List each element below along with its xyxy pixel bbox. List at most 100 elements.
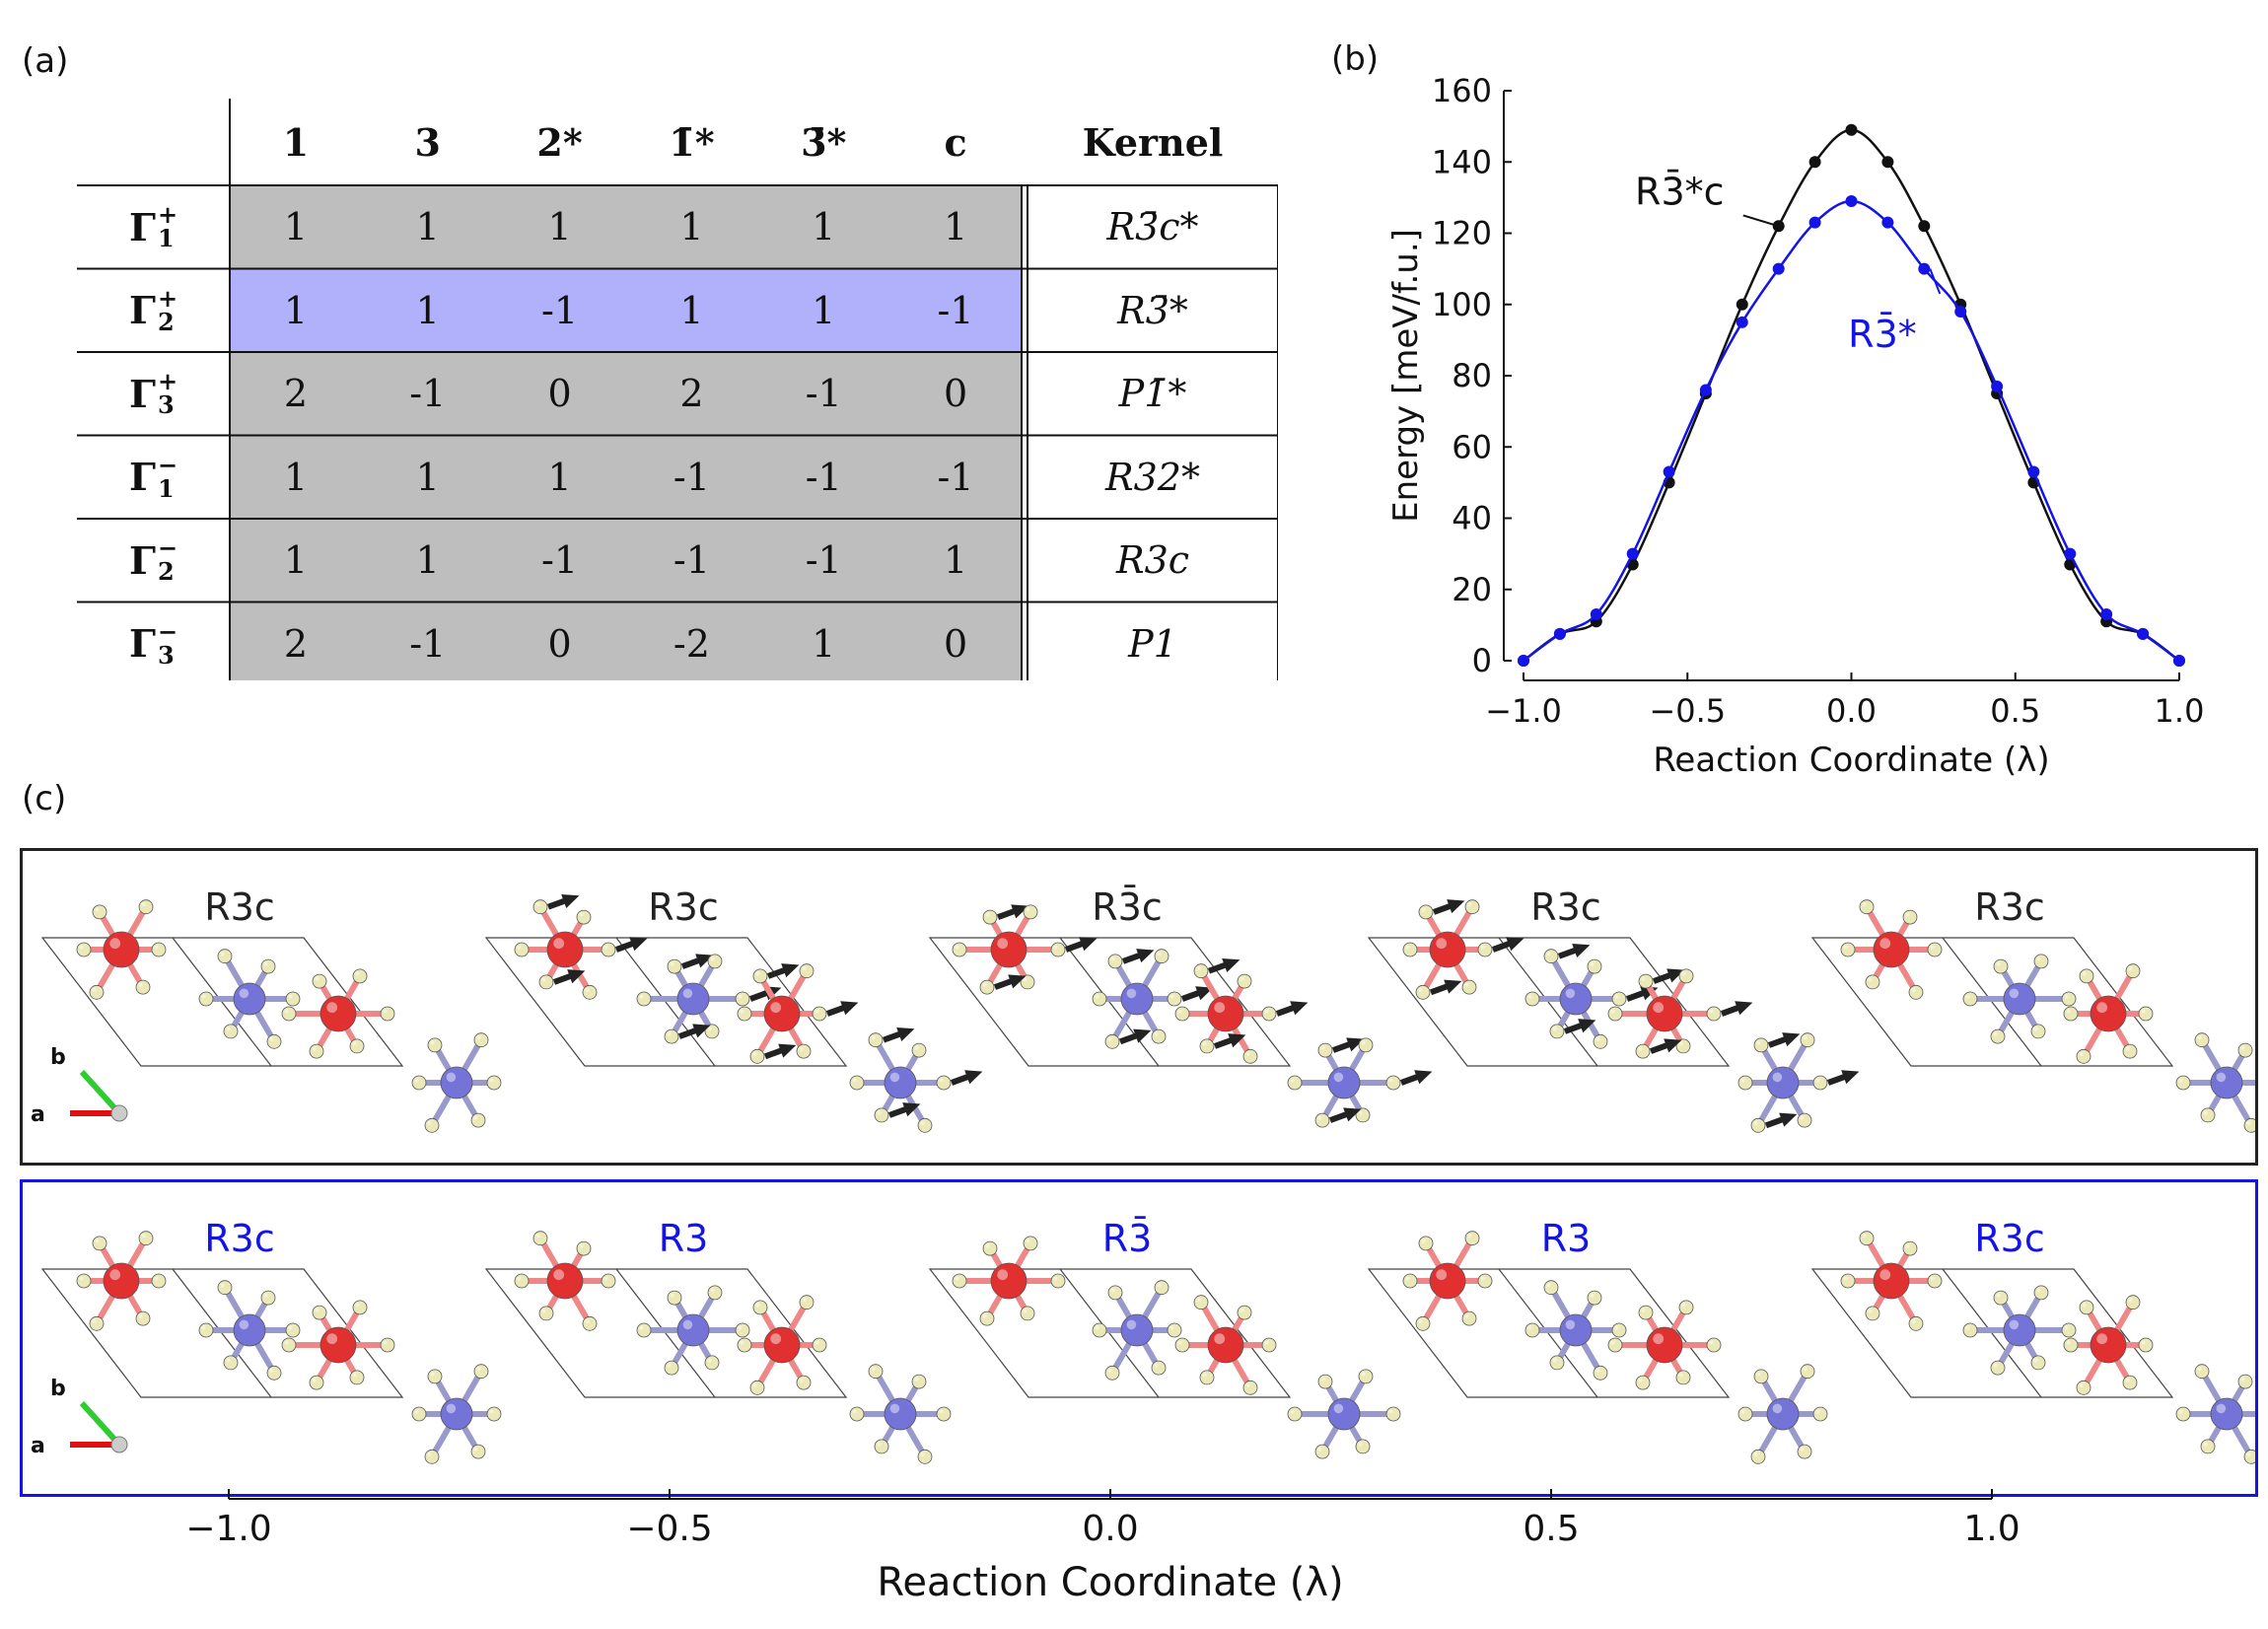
table-cell: 0: [943, 372, 968, 416]
core-atom-shine: [889, 1403, 900, 1414]
light-atom-shine: [752, 1382, 757, 1387]
light-atom-shine: [877, 1442, 882, 1447]
light-atom-shine: [710, 956, 715, 961]
light-atom-shine: [430, 1040, 435, 1045]
light-atom: [1902, 1240, 1918, 1256]
axis-label-a: a: [31, 1102, 45, 1127]
light-atom-shine: [1965, 994, 1970, 999]
core-atom-shine: [2096, 1002, 2108, 1014]
light-atom-shine: [1480, 1276, 1485, 1281]
light-atom-shine: [579, 912, 584, 917]
light-atom-shine: [315, 976, 319, 981]
light-atom-shine: [1911, 987, 1916, 992]
light-atom-shine: [517, 945, 522, 950]
light-atom: [982, 1240, 998, 1256]
light-atom-shine: [939, 1409, 944, 1414]
core-atom-shine: [1333, 1403, 1344, 1414]
light-atom-shine: [1753, 1120, 1758, 1125]
c-axis-dot: [110, 1436, 128, 1453]
irrep-sub: 3: [157, 390, 175, 420]
light-atom: [752, 968, 768, 984]
light-atom: [2076, 1048, 2091, 1064]
core-atom-shine: [326, 1333, 338, 1345]
light-atom-shine: [1418, 987, 1423, 992]
core-atom: [1120, 982, 1154, 1016]
light-atom: [349, 1370, 365, 1385]
light-atom-shine: [2036, 956, 2041, 961]
light-atom: [1385, 1406, 1401, 1422]
light-atom-shine: [920, 1452, 925, 1456]
core-atom-shine: [1653, 1333, 1665, 1345]
y-tick-label: 60: [1452, 428, 1492, 465]
light-atom: [309, 1043, 324, 1059]
light-atom: [982, 909, 998, 925]
light-atom: [704, 1024, 720, 1039]
axis-label-b: b: [50, 1377, 66, 1401]
light-atom-shine: [670, 1293, 674, 1298]
light-atom: [936, 1075, 952, 1091]
table-cell: -1: [937, 455, 974, 499]
light-atom: [260, 958, 276, 974]
light-atom-shine: [312, 1378, 317, 1382]
irrep-sub: 1: [157, 473, 175, 503]
light-atom: [89, 1315, 105, 1331]
light-atom: [2030, 1024, 2046, 1039]
light-atom: [1706, 1006, 1722, 1022]
core-atom-shine: [1126, 1319, 1137, 1330]
arrow-head: [1506, 937, 1524, 952]
core-atom-shine: [446, 1403, 457, 1414]
x-tick-label: −0.5: [1649, 692, 1726, 730]
data-point: [2027, 465, 2040, 478]
unit-cell: [1810, 1268, 2174, 1398]
light-atom: [1287, 1406, 1303, 1422]
light-atom-shine: [738, 994, 743, 999]
light-atom: [2175, 1406, 2191, 1422]
light-atom: [1193, 1295, 1209, 1310]
light-atom-shine: [1614, 1325, 1619, 1330]
light-atom-shine: [1815, 1078, 1820, 1083]
light-atom: [1549, 1024, 1565, 1039]
data-point: [1518, 655, 1529, 667]
core-atom: [103, 931, 140, 968]
c-x-axis-label: Reaction Coordinate (λ): [877, 1560, 1343, 1605]
energy-chart: 0 20 40 60 80 100 120 140 160 −1.0 −0.5 0.0 0.5 1.0 Re…: [1386, 72, 2204, 780]
light-atom: [1675, 1370, 1691, 1385]
core-atom: [763, 1326, 801, 1364]
light-atom-shine: [2082, 1303, 2087, 1308]
light-atom-shine: [1157, 952, 1162, 956]
core-atom-shine: [889, 1072, 900, 1083]
table-header: 3: [414, 119, 441, 165]
light-atom-shine: [1405, 1276, 1410, 1281]
core-atom-shine: [2096, 1333, 2108, 1345]
light-atom: [849, 1075, 865, 1091]
b-axis-arrow: [79, 1400, 122, 1448]
light-atom: [1593, 1365, 1608, 1381]
light-atom-shine: [154, 1276, 159, 1281]
core-atom: [1646, 995, 1683, 1032]
data-point: [1954, 305, 1967, 318]
arrow-head: [1841, 1070, 1860, 1085]
core-atom-shine: [1772, 1403, 1783, 1414]
unit-cell: [40, 937, 404, 1067]
light-atom: [217, 949, 233, 964]
light-atom-shine: [284, 1009, 289, 1014]
table-cell: 1: [283, 538, 308, 583]
light-atom: [1317, 1374, 1333, 1389]
core-atom-shine: [1653, 1002, 1665, 1014]
light-atom-shine: [263, 961, 268, 966]
light-atom: [281, 1337, 297, 1353]
light-atom: [380, 1006, 395, 1022]
light-atom-shine: [1361, 1372, 1366, 1377]
core-atom-shine: [1879, 1269, 1891, 1281]
light-atom-shine: [755, 1303, 760, 1308]
data-point: [1808, 156, 1821, 169]
light-atom-shine: [1240, 1308, 1244, 1312]
light-atom: [138, 1231, 154, 1246]
data-point: [1991, 380, 2004, 392]
light-atom-shine: [982, 1313, 987, 1318]
light-atom: [1104, 1033, 1120, 1049]
light-atom-shine: [670, 961, 674, 966]
light-atom-shine: [2066, 1009, 2071, 1014]
light-atom: [1355, 1107, 1371, 1123]
core-atom-shine: [239, 988, 249, 999]
